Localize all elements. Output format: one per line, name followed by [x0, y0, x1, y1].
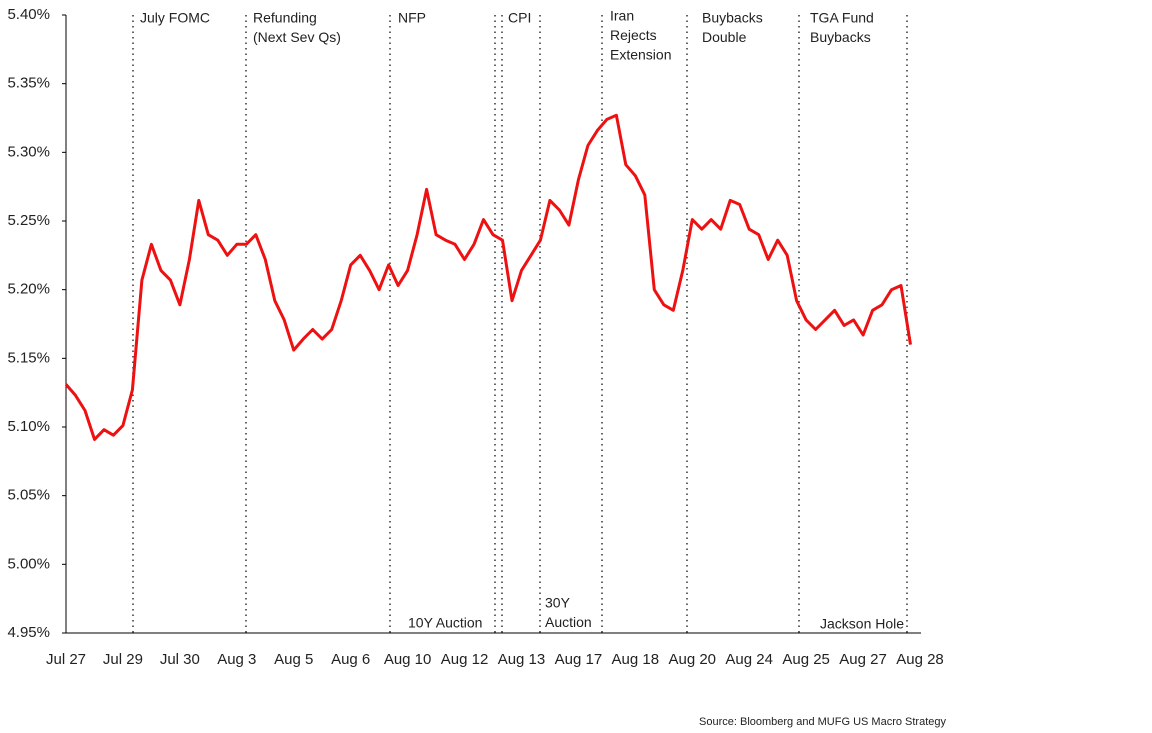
annotation: TGA Fund: [810, 10, 874, 26]
x-tick-label: Jul 30: [160, 651, 200, 668]
x-tick-label: Jul 27: [46, 651, 86, 668]
annotation: Rejects: [610, 27, 657, 43]
x-tick-label: Jul 29: [103, 651, 143, 668]
annotation: Extension: [610, 47, 671, 63]
annotation: Refunding: [253, 10, 317, 26]
source: Source: Bloomberg and MUFG US Macro Stra…: [699, 716, 946, 728]
y-tick-label: 5.25%: [7, 212, 50, 229]
y-tick-label: 5.15%: [7, 349, 50, 366]
annotation: (Next Sev Qs): [253, 29, 341, 45]
annotation: NFP: [398, 10, 426, 26]
x-tick-label: Aug 12: [441, 651, 489, 668]
y-tick-label: 4.95%: [7, 624, 50, 641]
x-tick-label: Aug 25: [782, 651, 830, 668]
annotation: 10Y Auction: [408, 615, 482, 631]
y-tick-label: 5.30%: [7, 143, 50, 160]
annotation: Double: [702, 29, 747, 45]
y-tick-label: 5.40%: [7, 6, 50, 23]
x-tick-label: Aug 28: [896, 651, 944, 668]
annotation: Auction: [545, 614, 592, 630]
annotation: Jackson Hole: [820, 616, 904, 632]
x-tick-label: Aug 5: [274, 651, 313, 668]
x-tick-label: Aug 10: [384, 651, 432, 668]
y-tick-label: 5.20%: [7, 281, 50, 298]
annotation: Iran: [610, 8, 634, 24]
annotation: 30Y: [545, 595, 571, 611]
y-tick-label: 5.10%: [7, 418, 50, 435]
x-tick-label: Aug 13: [498, 651, 546, 668]
x-tick-label: Aug 20: [668, 651, 716, 668]
x-tick-label: Aug 24: [725, 651, 773, 668]
x-tick-label: Aug 27: [839, 651, 887, 668]
x-tick-label: Aug 18: [612, 651, 660, 668]
annotation: CPI: [508, 10, 531, 26]
x-tick-label: Aug 17: [555, 651, 603, 668]
annotation: July FOMC: [140, 10, 210, 26]
annotation: Buybacks: [702, 10, 763, 26]
y-tick-label: 5.35%: [7, 75, 50, 92]
x-tick-label: Aug 3: [217, 651, 256, 668]
annotation: Buybacks: [810, 29, 871, 45]
line-series: [64, 113, 912, 441]
y-tick-label: 5.05%: [7, 487, 50, 504]
y-tick-label: 5.00%: [7, 555, 50, 572]
x-tick-label: Aug 6: [331, 651, 370, 668]
